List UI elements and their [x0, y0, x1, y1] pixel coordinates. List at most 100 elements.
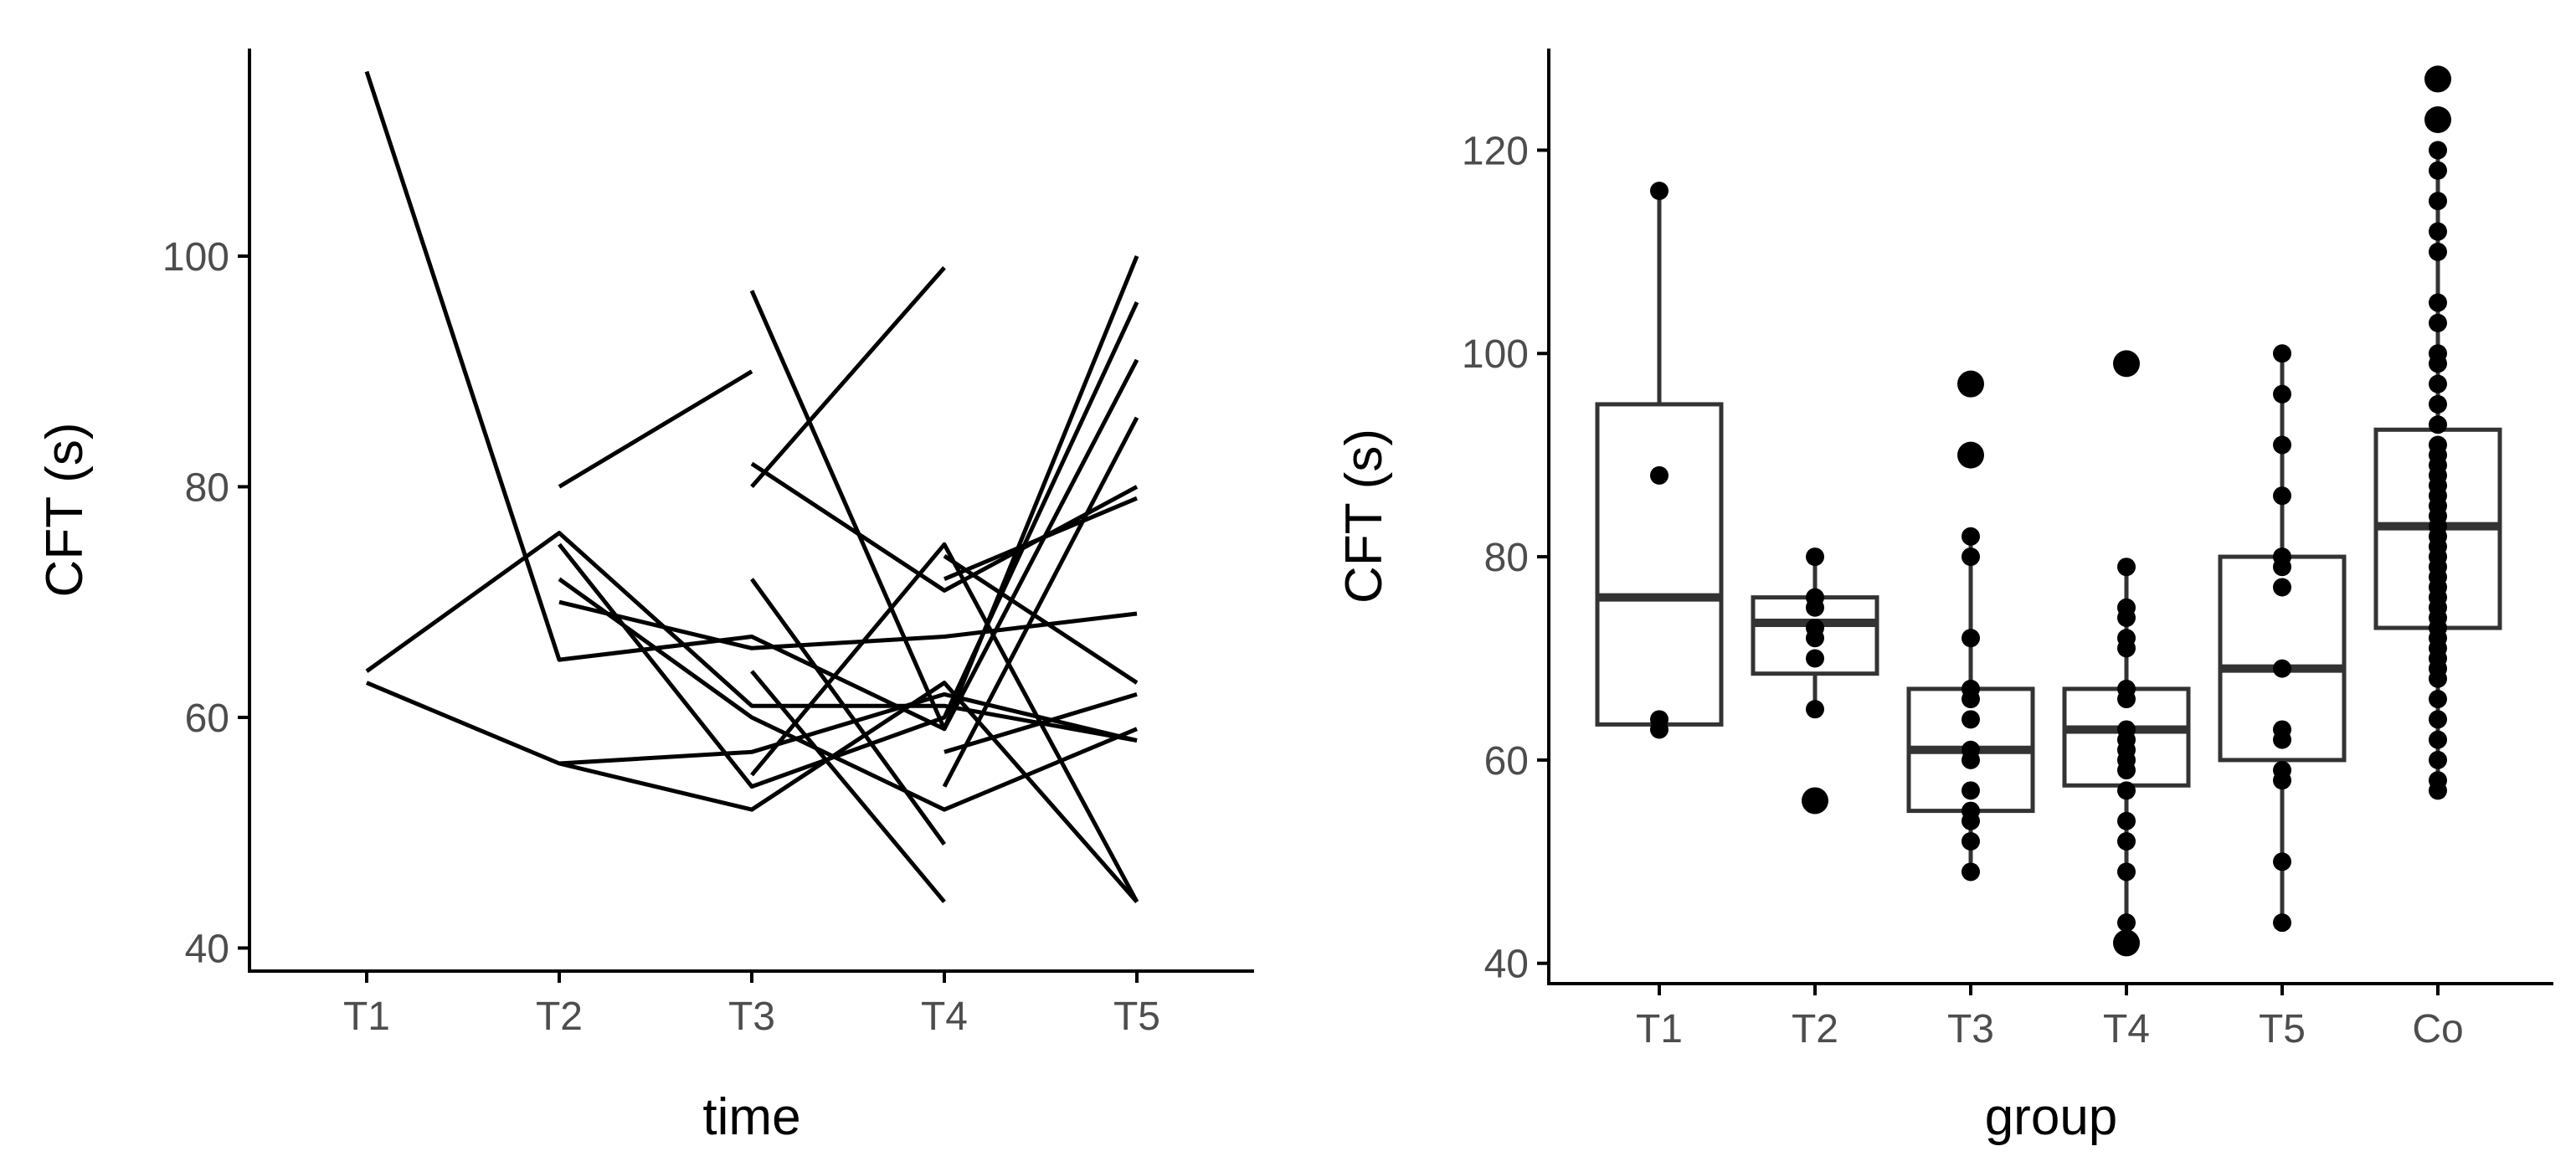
x-tick-label: T4: [2103, 1007, 2150, 1051]
data-point: [1650, 181, 1668, 200]
data-point: [2117, 690, 2136, 709]
data-point: [1650, 465, 1668, 485]
series-line-13: [750, 670, 946, 903]
series-line-12: [749, 578, 947, 846]
y-tick-label: 40: [1484, 943, 1529, 987]
data-point: [2273, 435, 2291, 455]
y-tick-label: 60: [1484, 739, 1529, 784]
series-line-8: [558, 691, 1138, 766]
data-point: [1806, 547, 1824, 567]
data-point: [2117, 608, 2136, 627]
data-point: [2429, 394, 2447, 414]
data-point: [1806, 700, 1824, 719]
data-point: [2273, 384, 2291, 404]
data-point: [2117, 761, 2136, 780]
y-tick-label: 40: [185, 927, 229, 971]
x-axis-title: time: [702, 1088, 800, 1146]
series-line-17: [944, 692, 1138, 754]
series-line-6: [558, 577, 1138, 812]
x-tick-label: T3: [728, 995, 775, 1039]
data-point: [2429, 354, 2447, 373]
data-point: [2429, 141, 2447, 160]
series-line-15: [942, 416, 1139, 788]
data-point: [1962, 690, 1980, 709]
data-point: [2117, 639, 2136, 658]
series-line-14: [750, 542, 1139, 903]
x-tick-label: T1: [343, 995, 390, 1039]
series-line-11: [750, 461, 1139, 593]
data-point: [2117, 354, 2136, 373]
x-tick-label: T1: [1636, 1007, 1683, 1051]
data-point: [1962, 781, 1980, 800]
series-line-9: [749, 290, 1139, 732]
data-point: [2273, 659, 2291, 678]
series-line-4: [558, 369, 753, 489]
data-point: [2429, 192, 2447, 211]
data-point: [1962, 811, 1980, 830]
series-line-5: [558, 301, 1139, 789]
x-axis-title: group: [1985, 1088, 2118, 1146]
data-point: [2429, 730, 2447, 749]
y-tick-label: 80: [185, 465, 229, 510]
y-tick-label: 100: [162, 235, 229, 280]
data-point: [1962, 547, 1980, 567]
data-point: [1962, 527, 1980, 546]
data-point: [2273, 852, 2291, 871]
data-point: [2429, 374, 2447, 393]
data-point: [1962, 629, 1980, 648]
data-point: [1962, 445, 1980, 465]
data-point: [2117, 933, 2136, 953]
data-point: [2273, 344, 2291, 363]
y-tick-label: 120: [1462, 129, 1529, 173]
series-line-10: [750, 266, 946, 489]
y-tick-label: 60: [185, 697, 229, 741]
x-tick-label: T5: [1113, 995, 1160, 1039]
data-point: [2429, 222, 2447, 241]
data-point: [1962, 710, 1980, 729]
data-point: [2273, 558, 2291, 577]
data-point: [2429, 415, 2447, 434]
data-point: [2429, 293, 2447, 312]
data-point: [2117, 862, 2136, 882]
box-T1: [1595, 402, 1724, 727]
data-point: [2429, 69, 2447, 89]
data-point: [1962, 750, 1980, 769]
x-tick-label: T2: [1792, 1007, 1838, 1051]
data-point: [2429, 110, 2447, 129]
series-line-2: [365, 531, 1138, 743]
y-tick-label: 100: [1462, 332, 1529, 377]
data-point: [1806, 791, 1824, 810]
series-line-0: [364, 70, 1139, 732]
data-point: [2117, 913, 2136, 933]
data-point: [2429, 750, 2447, 769]
data-point: [2429, 242, 2447, 261]
x-tick-label: Co: [2412, 1007, 2463, 1051]
data-point: [2117, 811, 2136, 830]
data-point: [1650, 720, 1668, 739]
series-line-3: [366, 681, 1139, 903]
y-tick-label: 80: [1484, 536, 1529, 580]
y-axis-title: CFT (s): [1335, 429, 1393, 604]
data-point: [2117, 832, 2136, 851]
line-chart-panel: 40 60 80 100 T1 T2 T3 T4 T5 time CFT (s): [36, 49, 1254, 1146]
data-point: [2273, 913, 2291, 933]
boxplot-panel: 40 60 80 100 120 T1 T2 T3 T4 T5 Co group CFT (s): [1335, 49, 2553, 1146]
series-line-16: [944, 496, 1138, 582]
data-point: [1962, 374, 1980, 393]
data-point: [1806, 598, 1824, 617]
data-point: [1806, 649, 1824, 668]
data-point: [2429, 690, 2447, 709]
data-point: [2117, 781, 2136, 800]
x-tick-label: T3: [1947, 1007, 1994, 1051]
data-point: [2429, 710, 2447, 729]
data-point: [2273, 578, 2291, 597]
data-point: [1962, 862, 1980, 882]
y-axis-title: CFT (s): [36, 423, 94, 598]
data-point: [2429, 781, 2447, 800]
data-point: [2429, 669, 2447, 688]
data-point: [2273, 730, 2291, 749]
data-point: [2117, 558, 2136, 577]
series-line-1: [943, 554, 1139, 685]
data-point: [2273, 771, 2291, 790]
